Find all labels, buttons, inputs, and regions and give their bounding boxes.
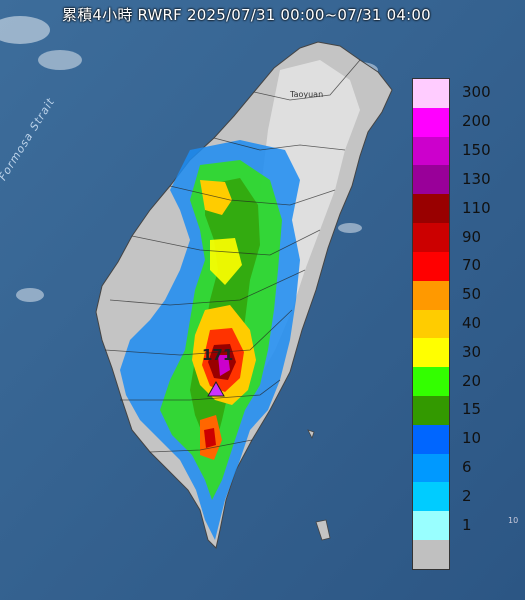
max-marker-icon	[207, 380, 225, 397]
legend-swatch	[413, 482, 449, 512]
legend-swatch	[413, 251, 449, 281]
rainfall-overlay	[120, 140, 300, 540]
legend-swatch	[413, 540, 449, 569]
legend-swatch	[413, 107, 449, 137]
legend-swatch	[413, 223, 449, 252]
legend-label: 70	[462, 256, 482, 275]
legend-swatch	[413, 395, 449, 425]
legend-swatch	[413, 194, 449, 224]
legend-label: 10	[462, 429, 482, 448]
legend-swatch	[413, 309, 449, 339]
legend-swatch	[413, 367, 449, 396]
legend-swatch	[413, 453, 449, 483]
legend-swatch	[413, 79, 449, 108]
county-boundaries	[104, 59, 361, 453]
legend-swatch	[413, 338, 449, 368]
legend-label: 200	[462, 112, 491, 131]
legend-swatch	[413, 511, 449, 540]
legend-label: 1	[462, 515, 472, 534]
legend-swatch	[413, 136, 449, 166]
legend-label: 40	[462, 314, 482, 332]
legend-swatch	[413, 424, 449, 454]
corner-label: 10	[508, 516, 519, 525]
legend-label: 130	[462, 169, 491, 188]
legend-label: 20	[462, 371, 482, 390]
legend-label: 50	[462, 285, 482, 304]
legend-label: 15	[462, 400, 482, 419]
legend-label: 90	[462, 227, 482, 246]
legend-label: 30	[462, 342, 482, 361]
legend-label: 6	[462, 458, 472, 477]
legend-labels: 300 200 150 130 110 90 70 50 40 30 20 15 10 6 2 1	[462, 78, 512, 568]
legend-label: 300	[462, 83, 491, 102]
small-islands	[307, 429, 331, 541]
legend-swatch	[413, 280, 449, 310]
legend-label: 110	[462, 198, 491, 217]
legend-colorbar	[412, 78, 450, 570]
legend-label: 2	[462, 486, 472, 505]
max-value-label: 171	[202, 346, 234, 364]
city-label: Taoyuan	[290, 90, 324, 99]
legend-label: 150	[462, 141, 491, 160]
map-title: 累積4小時 RWRF 2025/07/31 00:00~07/31 04:00	[62, 6, 431, 24]
legend-swatch	[413, 165, 449, 195]
